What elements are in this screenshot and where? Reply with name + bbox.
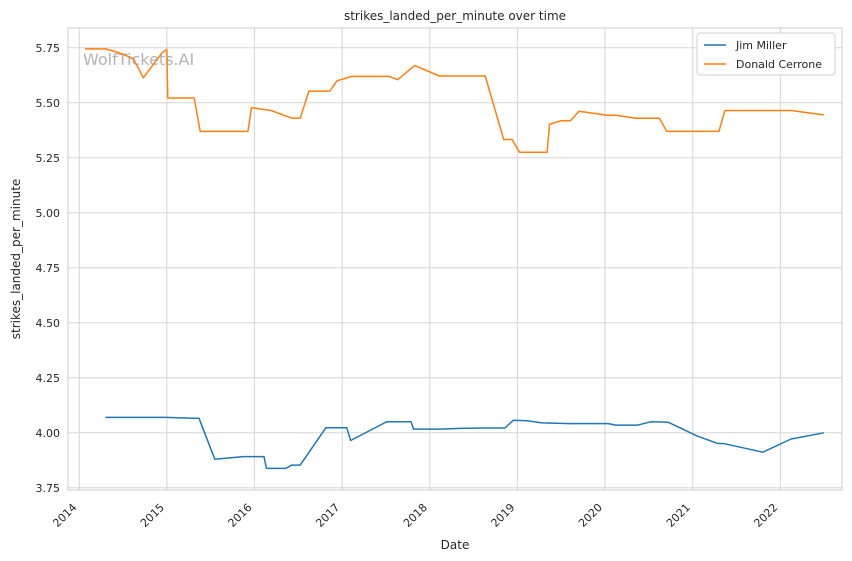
x-tick-label: 2016: [226, 501, 255, 530]
x-axis-ticks: 2014 2015 2016 2017 2018 2019 2020 2021 2022: [50, 501, 780, 530]
series-line-1: [105, 416, 824, 470]
y-tick-label: 4.25: [36, 372, 61, 385]
y-tick-label: 5.50: [36, 97, 61, 110]
watermark: WolfTickets.AI: [83, 50, 194, 69]
x-tick-label: 2015: [138, 501, 167, 530]
y-tick-label: 5.25: [36, 152, 61, 165]
series-line-2: [85, 48, 824, 154]
legend-label-1: Jim Miller: [735, 39, 787, 52]
x-tick-label: 2021: [664, 501, 693, 530]
series-lines: [85, 48, 824, 470]
y-tick-label: 4.50: [36, 317, 61, 330]
plot-area-frame: [67, 27, 843, 491]
y-axis-label: strikes_landed_per_minute: [9, 179, 23, 340]
x-tick-label: 2020: [576, 501, 605, 530]
y-tick-label: 5.75: [36, 42, 61, 55]
legend: Jim Miller Donald Cerrone: [696, 32, 836, 76]
y-tick-label: 3.75: [36, 482, 61, 495]
legend-label-2: Donald Cerrone: [736, 58, 822, 71]
x-tick-label: 2014: [50, 501, 79, 530]
x-tick-label: 2018: [401, 501, 430, 530]
x-axis-label: Date: [441, 538, 470, 552]
y-tick-label: 4.00: [36, 427, 61, 440]
x-tick-label: 2022: [751, 501, 780, 530]
y-axis-ticks: 3.75 4.00 4.25 4.50 4.75 5.00 5.25 5.50 5.75: [36, 42, 61, 495]
gridlines: [68, 28, 842, 490]
legend-box: [696, 32, 836, 76]
x-tick-label: 2019: [489, 501, 518, 530]
y-tick-label: 5.00: [36, 207, 61, 220]
x-tick-label: 2017: [313, 501, 342, 530]
chart-title: strikes_landed_per_minute over time: [344, 9, 566, 23]
y-tick-label: 4.75: [36, 262, 61, 275]
